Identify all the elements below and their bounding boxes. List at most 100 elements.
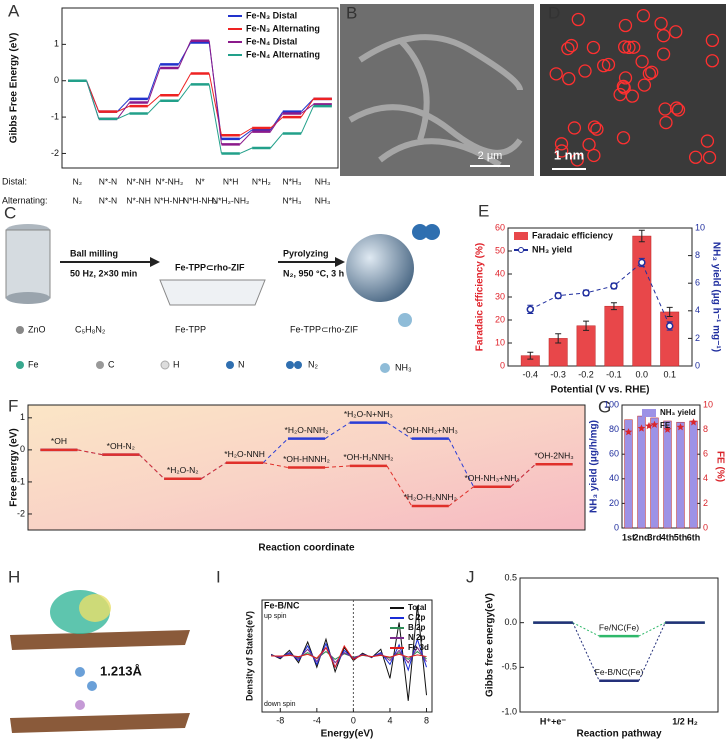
scheme-legend: ZnO xyxy=(28,324,46,334)
atom-marker xyxy=(597,58,611,73)
atom-marker xyxy=(613,87,627,102)
x-tick-label: -8 xyxy=(276,715,284,725)
atom-markers xyxy=(549,8,720,167)
y2-tick-label: 4 xyxy=(695,305,700,315)
plot-frame xyxy=(61,7,339,169)
y-tick-label: 80 xyxy=(609,424,619,434)
connector xyxy=(178,84,192,102)
atom-marker xyxy=(671,103,686,117)
atom-marker xyxy=(642,66,657,81)
panel-label: A xyxy=(8,1,20,20)
y-tick-label: 20 xyxy=(609,498,619,508)
error-bar xyxy=(527,351,534,360)
bar xyxy=(576,325,596,367)
panel-label: J xyxy=(466,567,475,586)
connector xyxy=(572,622,600,681)
connector xyxy=(324,422,351,440)
error-bar xyxy=(610,302,617,311)
bar xyxy=(604,305,624,367)
y-tick-label: 0 xyxy=(614,522,619,532)
error-bar xyxy=(555,333,562,344)
x-tick-label: 6th xyxy=(687,532,701,542)
y-tick-label: 0.0 xyxy=(504,617,517,627)
legend-label: Fe-N₄ Distal xyxy=(246,36,297,46)
legend-label: NH₃ yield xyxy=(660,408,696,417)
atom-marker xyxy=(705,33,720,48)
x-tick-label: 0 xyxy=(351,715,356,725)
x-tick-label: 1/2 H₂ xyxy=(672,716,698,726)
x-row-label: Alternating: xyxy=(2,195,48,205)
structure-models xyxy=(10,590,190,733)
y-tick-label: -2 xyxy=(51,148,59,158)
y-tick-label: -0.5 xyxy=(501,662,517,672)
atom-marker xyxy=(618,71,633,85)
panel-label: H xyxy=(8,567,20,586)
legend-swatch xyxy=(645,422,653,430)
error-bar xyxy=(666,306,673,318)
plot-frame xyxy=(27,404,586,531)
x-tick-label: N₂ xyxy=(73,195,82,205)
dos-line xyxy=(271,644,427,669)
y2-tick-label: 0 xyxy=(695,360,700,370)
connector xyxy=(116,105,130,113)
y2-tick-label: 6 xyxy=(703,449,708,459)
atom-marker xyxy=(618,40,632,54)
atom-marker xyxy=(555,144,569,158)
connector xyxy=(448,486,474,507)
scheme-text: N₂, 950 °C, 3 h xyxy=(283,268,344,278)
legend-label: C 2p xyxy=(408,613,425,622)
y2-tick-label: 10 xyxy=(703,399,713,409)
point xyxy=(526,305,535,314)
x-tick-label: H⁺+e⁻ xyxy=(540,716,567,726)
connector xyxy=(208,40,222,145)
x-tick-label: 8 xyxy=(424,715,429,725)
x-tick-label: 1st xyxy=(622,532,635,542)
x-tick-label: N*-NH xyxy=(126,195,151,205)
connector xyxy=(139,454,165,480)
line xyxy=(530,261,671,327)
atom-marker xyxy=(571,12,585,27)
step-label: *OH-N₂ xyxy=(107,441,135,451)
connector xyxy=(270,113,284,132)
scheme-legend: Fe-TPP⊂rho-ZIF xyxy=(290,324,359,334)
legend-label: N 2p xyxy=(408,633,425,642)
atom-marker xyxy=(636,8,651,23)
y-tick-label: 60 xyxy=(495,222,505,232)
atom-marker xyxy=(570,153,584,167)
atom-marker xyxy=(669,25,683,39)
y-tick-label: 40 xyxy=(609,473,619,483)
legend-swatch xyxy=(642,409,656,417)
x-tick-label: -0.4 xyxy=(523,369,539,379)
star-marker xyxy=(624,428,633,436)
x-tick-label: N*-N xyxy=(99,176,117,186)
step-label: Fe-B/NC(Fe) xyxy=(595,667,644,677)
x-tick-label: 4th xyxy=(661,532,675,542)
step-label: *H₂O-NNH xyxy=(224,449,265,459)
point xyxy=(554,291,562,300)
x-tick-label: N*H₃ xyxy=(282,176,301,186)
y-axis-label: Free energy (eV) xyxy=(9,428,20,506)
annotation: down spin xyxy=(264,701,296,708)
atom-marker xyxy=(578,64,592,78)
atom-marker xyxy=(656,47,671,61)
point xyxy=(638,258,646,267)
y2-axis-label: NH₃ yield (μg h⁻¹ mg⁻¹) xyxy=(710,242,721,352)
plot-frame xyxy=(261,599,433,713)
x-tick-label: N*H₃ xyxy=(282,195,301,205)
bar xyxy=(689,420,698,529)
connector xyxy=(572,622,600,637)
step-label: *H₂O-NNH₂ xyxy=(285,425,329,435)
atom-marker xyxy=(561,41,575,56)
y-tick-label: 1 xyxy=(20,412,25,422)
x-tick-label: N*-N xyxy=(99,195,117,205)
y2-tick-label: 8 xyxy=(703,424,708,434)
x-axis-label: Energy(eV) xyxy=(321,729,374,740)
y2-tick-label: 8 xyxy=(695,250,700,260)
x-tick-label: 4 xyxy=(387,715,392,725)
atom-marker xyxy=(616,79,631,94)
x-tick-label: 5th xyxy=(674,532,688,542)
scheme-legend: Fe xyxy=(28,359,39,369)
legend-label: Total xyxy=(408,603,427,612)
y-tick-label: 10 xyxy=(495,337,505,347)
atom-marker xyxy=(601,57,616,72)
